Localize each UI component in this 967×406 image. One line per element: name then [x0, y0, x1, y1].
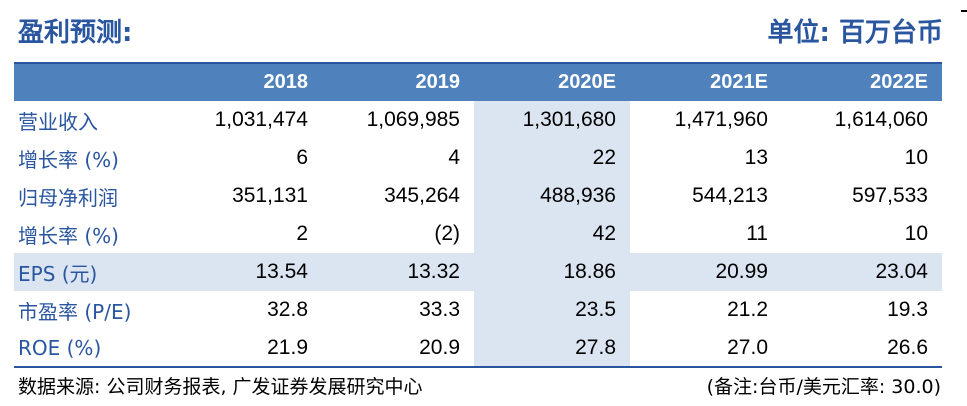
unit-label: 单位: 百万台币 [767, 18, 943, 48]
column-header-2022e: 2022E [782, 62, 942, 101]
row-label: EPS (元) [14, 253, 168, 291]
table-cell: (2) [434, 222, 460, 245]
table-cell: 18.86 [474, 253, 630, 291]
table-cell: 13.32 [322, 253, 474, 291]
table-cell: 21.2 [727, 298, 768, 321]
table-row: 归母净利润 351,131 345,264 488,936 544,213 59… [14, 177, 942, 215]
table-cell: 345,264 [384, 184, 460, 207]
row-label: 增长率 (%) [18, 223, 119, 248]
table-cell: 19.3 [887, 298, 928, 321]
data-source-note: 数据来源: 公司财务报表, 广发证券发展研究中心 [18, 376, 423, 398]
page-title: 盈利预测: [18, 18, 133, 48]
exchange-rate-note: (备注:台币/美元汇率: 30.0) [706, 376, 941, 398]
table-cell: 10 [904, 222, 928, 245]
table-row: 市盈率 (P/E) 32.8 33.3 23.5 21.2 19.3 [14, 291, 942, 329]
table-cell: 11 [746, 222, 768, 245]
table-cell: 597,533 [852, 184, 928, 207]
table-cell: 544,213 [692, 184, 768, 207]
table-cell: 33.3 [419, 298, 460, 321]
row-label: 归母净利润 [18, 185, 118, 210]
table-cell: 20.99 [630, 253, 782, 291]
table-cell: 20.9 [322, 329, 474, 368]
table-cell: 23.04 [782, 253, 942, 291]
column-header-2020e: 2020E [474, 62, 630, 101]
table-cell: 27.8 [474, 329, 630, 368]
table-cell: 2 [296, 222, 308, 245]
table-row: 营业收入 1,031,474 1,069,985 1,301,680 1,471… [14, 101, 942, 139]
table-cell: 42 [474, 215, 630, 253]
table-row: EPS (元) 13.54 13.32 18.86 20.99 23.04 [14, 253, 942, 291]
table-row: 增长率 (%) 2 (2) 42 11 10 [14, 215, 942, 253]
table-cell: 4 [448, 146, 460, 169]
table-cell: 351,131 [232, 184, 308, 207]
table-cell: 6 [296, 146, 308, 169]
table-cell: 21.9 [168, 329, 322, 368]
table-cell: 1,614,060 [834, 108, 928, 131]
table-cell: 32.8 [267, 298, 308, 321]
table-cell: 27.0 [630, 329, 782, 368]
table-cell: 13.54 [168, 253, 322, 291]
row-label: 市盈率 (P/E) [18, 299, 132, 324]
earnings-forecast-table: 2018 2019 2020E 2021E 2022E 营业收入 1,031,4… [14, 62, 942, 368]
column-header-2018: 2018 [168, 62, 322, 101]
table-header-row: 2018 2019 2020E 2021E 2022E [14, 62, 942, 101]
column-header-2021e: 2021E [630, 62, 782, 101]
table-cell: 22 [474, 139, 630, 177]
table-cell: 26.6 [782, 329, 942, 368]
row-label: ROE (%) [14, 329, 168, 368]
row-label: 营业收入 [18, 109, 98, 134]
corner-mark [961, 10, 967, 12]
table-cell: 1,471,960 [674, 108, 768, 131]
table-cell: 1,069,985 [366, 108, 460, 131]
table-cell: 1,301,680 [474, 101, 630, 139]
column-header-label [14, 62, 168, 101]
table-cell: 488,936 [474, 177, 630, 215]
column-header-2019: 2019 [322, 62, 474, 101]
table-cell: 10 [904, 146, 928, 169]
table-row: ROE (%) 21.9 20.9 27.8 27.0 26.6 [14, 329, 942, 368]
row-label: 增长率 (%) [18, 147, 119, 172]
table-cell: 13 [744, 146, 768, 169]
table-row: 增长率 (%) 6 4 22 13 10 [14, 139, 942, 177]
table-cell: 23.5 [474, 291, 630, 329]
table-cell: 1,031,474 [214, 108, 308, 131]
